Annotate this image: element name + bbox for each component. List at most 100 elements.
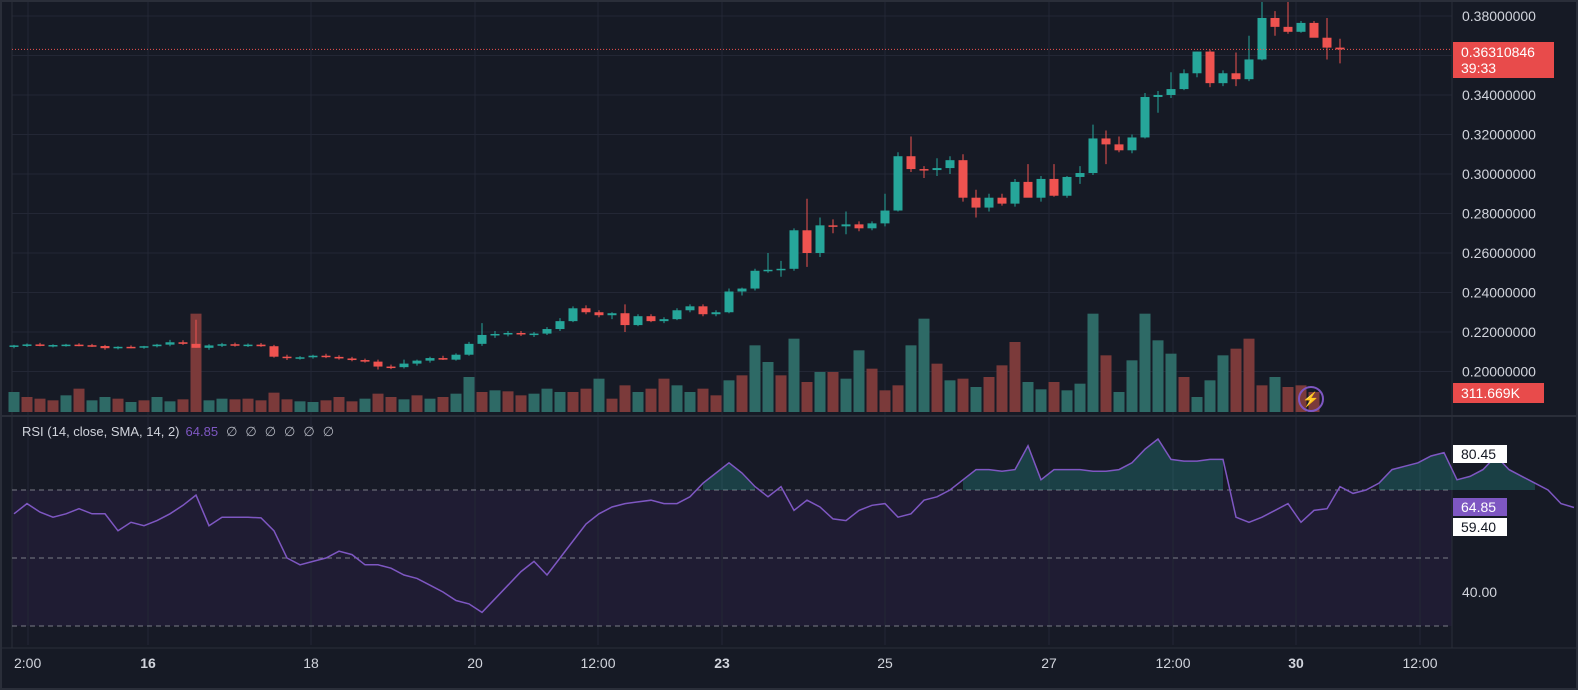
candle-body[interactable] xyxy=(1192,51,1202,74)
candle-body[interactable] xyxy=(438,358,448,360)
candle-body[interactable] xyxy=(256,344,266,347)
candle-body[interactable] xyxy=(828,225,838,227)
candle-body[interactable] xyxy=(412,360,422,364)
candle-body[interactable] xyxy=(971,197,981,208)
candle-body[interactable] xyxy=(802,230,812,253)
candle-body[interactable] xyxy=(347,358,357,361)
candle-body[interactable] xyxy=(1283,26,1293,32)
candle-body[interactable] xyxy=(672,310,682,320)
candle-body[interactable] xyxy=(724,291,734,313)
candle-body[interactable] xyxy=(1010,181,1020,204)
candle-body[interactable] xyxy=(1036,178,1046,198)
candle-body[interactable] xyxy=(178,342,188,344)
candle-body[interactable] xyxy=(464,343,474,355)
candle-body[interactable] xyxy=(1114,144,1124,151)
candle-body[interactable] xyxy=(477,334,487,344)
candle-body[interactable] xyxy=(113,346,123,349)
candle-body[interactable] xyxy=(165,342,175,345)
candle-body[interactable] xyxy=(841,224,851,227)
candle-body[interactable] xyxy=(568,308,578,322)
candle-body[interactable] xyxy=(698,306,708,315)
candle-body[interactable] xyxy=(321,355,331,358)
candle-body[interactable] xyxy=(1075,173,1085,177)
candle-body[interactable] xyxy=(152,344,162,347)
candle-body[interactable] xyxy=(997,197,1007,204)
candle-body[interactable] xyxy=(373,361,383,367)
candle-body[interactable] xyxy=(1179,73,1189,90)
candle-body[interactable] xyxy=(74,344,84,347)
candle-body[interactable] xyxy=(87,345,97,347)
candle-body[interactable] xyxy=(1205,51,1215,84)
candle-body[interactable] xyxy=(750,270,760,289)
candle-body[interactable] xyxy=(529,333,539,336)
candle-body[interactable] xyxy=(100,346,110,349)
candle-body[interactable] xyxy=(217,344,227,346)
candle-body[interactable] xyxy=(1166,89,1176,95)
candle-body[interactable] xyxy=(1023,181,1033,198)
candle-body[interactable] xyxy=(1218,73,1228,84)
candle-body[interactable] xyxy=(282,356,292,359)
candle-body[interactable] xyxy=(1101,138,1111,145)
candle-body[interactable] xyxy=(126,346,136,349)
candle-body[interactable] xyxy=(1257,17,1267,60)
candle-body[interactable] xyxy=(204,345,214,348)
candle-body[interactable] xyxy=(490,333,500,336)
candle-body[interactable] xyxy=(607,313,617,316)
candle-body[interactable] xyxy=(542,329,552,334)
candle-body[interactable] xyxy=(1322,37,1332,48)
candle-body[interactable] xyxy=(1244,59,1254,80)
candle-body[interactable] xyxy=(984,197,994,208)
candle-body[interactable] xyxy=(932,168,942,171)
candle-body[interactable] xyxy=(1296,22,1306,32)
rsi-legend[interactable]: RSI (14, close, SMA, 14, 2) 64.85 ∅ ∅ ∅ ∅ ∅ ∅ xyxy=(22,424,334,440)
candle-body[interactable] xyxy=(360,360,370,362)
candle-body[interactable] xyxy=(334,356,344,359)
candle-body[interactable] xyxy=(737,288,747,292)
candle-body[interactable] xyxy=(230,344,240,346)
candle-body[interactable] xyxy=(191,343,201,348)
candle-body[interactable] xyxy=(295,357,305,359)
candle-body[interactable] xyxy=(1270,17,1280,27)
candle-body[interactable] xyxy=(1309,22,1319,38)
candle-body[interactable] xyxy=(815,225,825,253)
candle-body[interactable] xyxy=(776,268,786,271)
candle-body[interactable] xyxy=(620,313,630,326)
candle-body[interactable] xyxy=(243,344,253,347)
candle-body[interactable] xyxy=(880,210,890,224)
candle-body[interactable] xyxy=(685,306,695,311)
candle-body[interactable] xyxy=(789,230,799,269)
candle-body[interactable] xyxy=(1335,47,1345,50)
candle-body[interactable] xyxy=(906,156,916,170)
candle-body[interactable] xyxy=(503,332,513,335)
candle-body[interactable] xyxy=(399,363,409,368)
candle-body[interactable] xyxy=(516,332,526,335)
candle-body[interactable] xyxy=(386,366,396,369)
candle-body[interactable] xyxy=(945,160,955,169)
candle-body[interactable] xyxy=(48,345,58,347)
candle-body[interactable] xyxy=(659,319,669,322)
candle-body[interactable] xyxy=(633,316,643,326)
candle-body[interactable] xyxy=(1088,138,1098,174)
candle-body[interactable] xyxy=(893,156,903,211)
candle-body[interactable] xyxy=(867,223,877,229)
candle-body[interactable] xyxy=(1140,96,1150,138)
candle-body[interactable] xyxy=(1231,73,1241,80)
candle-body[interactable] xyxy=(555,321,565,330)
candle-body[interactable] xyxy=(22,344,32,346)
candle-body[interactable] xyxy=(763,269,773,272)
candle-body[interactable] xyxy=(646,316,656,322)
candle-body[interactable] xyxy=(451,354,461,360)
candle-body[interactable] xyxy=(35,344,45,346)
candle-body[interactable] xyxy=(1127,137,1137,151)
candle-body[interactable] xyxy=(1153,95,1163,97)
candle-body[interactable] xyxy=(1049,178,1059,196)
candle-body[interactable] xyxy=(61,344,71,347)
candle-body[interactable] xyxy=(594,312,604,316)
candle-body[interactable] xyxy=(1062,176,1072,196)
candle-body[interactable] xyxy=(958,160,968,198)
candle-body[interactable] xyxy=(581,308,591,313)
candle-body[interactable] xyxy=(854,224,864,229)
candle-body[interactable] xyxy=(919,169,929,171)
candle-body[interactable] xyxy=(425,358,435,361)
